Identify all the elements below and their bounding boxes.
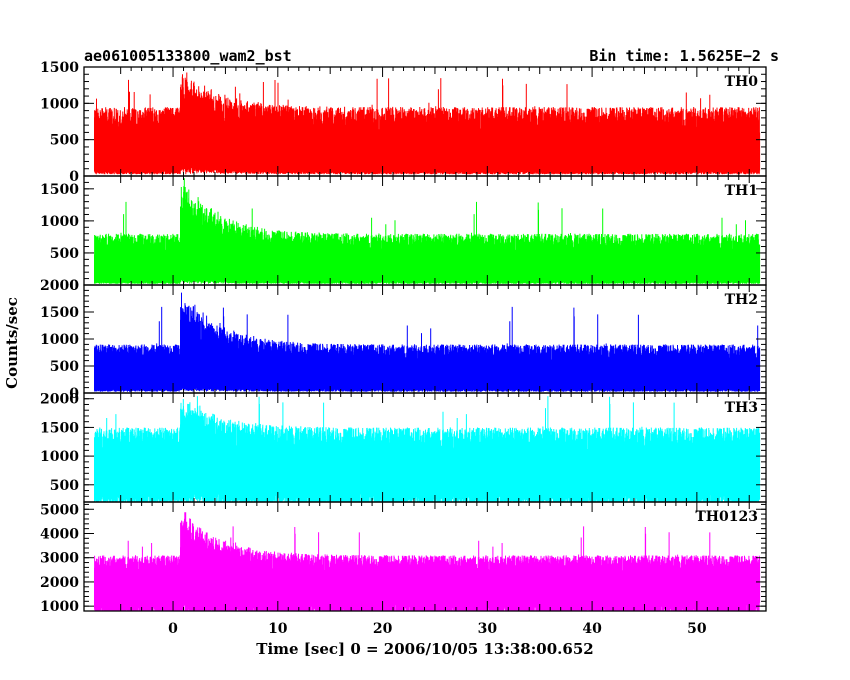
panel-frame [83,501,767,612]
series-th0 [94,72,761,175]
y-tick-label: 1000 [40,332,79,348]
series-th2 [94,292,761,392]
y-tick-label: 500 [50,359,79,375]
panel-th0: 0 500 1000 1500 TH0 [40,60,767,185]
panels-group: 0 500 1000 1500 TH0 0 500 1000 1500 TH1 0 500 1000 15… [40,60,767,615]
panel-label-th0123: TH0123 [695,509,758,525]
series-th0123 [94,512,761,611]
chart-title: ae061005133800_wam2_bst [84,47,292,65]
y-tick-label: 2000 [40,278,79,294]
panel-label-th1: TH1 [725,183,758,199]
y-tick-label: 0 [69,386,79,402]
panel-label-th0: TH0 [725,74,759,90]
y-tick-label: 0 [69,278,79,294]
y-tick-label: 1000 [40,599,79,615]
y-tick-label: 1500 [40,420,79,436]
y-tick-label: 1000 [40,96,79,112]
y-tick-label: 1000 [40,449,79,465]
panel-th0123: 1000 2000 3000 4000 5000 TH0123 [40,501,767,615]
y-tick-label: 5000 [40,502,79,518]
x-axis-label: Time [sec] 0 = 2006/10/05 13:38:00.652 [256,640,593,658]
y-tick-label: 3000 [40,551,79,567]
panel-th2: 0 500 1000 1500 2000 TH2 [40,278,767,402]
bin-time-label: Bin time: 1.5625E−2 s [589,47,779,65]
y-tick-label: 0 [69,169,79,185]
y-tick-label: 1500 [40,182,79,198]
y-tick-label: 2000 [40,392,79,408]
y-tick-label: 1000 [40,214,79,230]
x-tick-label: 50 [687,621,707,637]
x-axis: 0 10 20 30 40 50 [168,621,707,637]
y-tick-label: 500 [50,478,79,494]
x-tick-label: 40 [582,621,602,637]
panel-label-th3: TH3 [725,400,758,416]
series-th3 [94,396,761,502]
y-tick-label: 500 [50,133,79,149]
y-tick-label: 500 [50,246,79,262]
y-tick-label: 1500 [40,305,79,321]
panel-th1: 0 500 1000 1500 TH1 [40,175,767,294]
x-tick-label: 10 [268,621,288,637]
panel-label-th2: TH2 [725,292,758,308]
y-tick-label: 4000 [40,526,79,542]
y-tick-label: 2000 [40,575,79,591]
y-tick-label: 1500 [40,60,79,76]
x-tick-label: 30 [478,621,498,637]
x-tick-label: 0 [168,621,178,637]
panel-th3: 500 1000 1500 2000 TH3 [40,392,767,503]
y-axis-label: Counts/sec [3,297,21,389]
x-tick-label: 20 [373,621,393,637]
series-th1 [94,178,761,284]
